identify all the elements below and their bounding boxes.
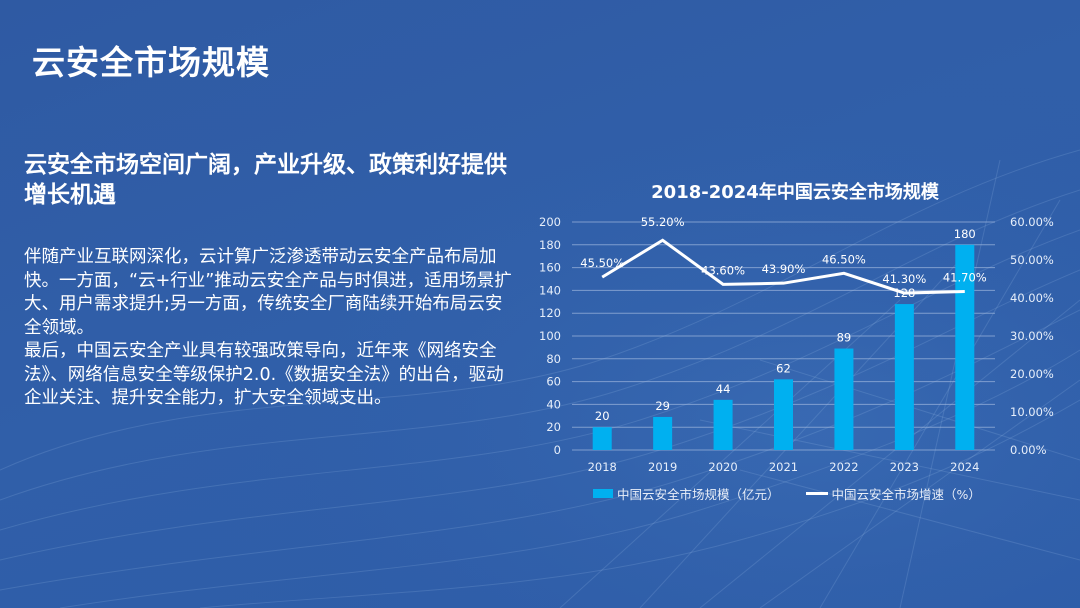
- legend-label-growth-rate: 中国云安全市场增速（%）: [831, 487, 981, 502]
- bar-market-size: [894, 304, 914, 450]
- bar-market-size: [834, 348, 854, 450]
- left-axis-tick: 40: [546, 397, 561, 411]
- left-axis-tick: 0: [554, 443, 561, 457]
- legend-label-market-size: 中国云安全市场规模（亿元）: [617, 487, 780, 502]
- paragraph-2: 最后，中国云安全产业具有较强政策导向，近年来《网络安全法》、网络信息安全等级保护…: [24, 341, 504, 408]
- bar-market-size: [774, 379, 793, 450]
- left-axis-tick: 80: [546, 352, 561, 366]
- left-axis-tick: 140: [539, 283, 561, 297]
- left-axis-tick: 100: [539, 329, 561, 343]
- right-axis-tick: 30.00%: [1010, 329, 1054, 343]
- chart-legend: 中国云安全市场规模（亿元） 中国云安全市场增速（%）: [593, 484, 981, 503]
- paragraph-1: 伴随产业互联网深化，云计算广泛渗透带动云安全产品布局加快。一方面，“云+行业”推…: [24, 247, 512, 338]
- legend-item-market-size: 中国云安全市场规模（亿元）: [593, 484, 780, 503]
- bar-market-size: [713, 399, 733, 450]
- line-value-label: 43.60%: [701, 263, 745, 277]
- headline: 云安全市场空间广阔，产业升级、政策利好提供增长机遇: [24, 152, 507, 208]
- right-axis-tick: 40.00%: [1010, 291, 1054, 305]
- bar-market-size: [592, 427, 612, 450]
- legend-item-growth-rate: 中国云安全市场增速（%）: [805, 484, 981, 503]
- line-value-label: 41.70%: [943, 271, 987, 285]
- bar-market-size: [653, 416, 673, 450]
- left-axis-tick: 60: [546, 375, 561, 389]
- line-value-label: 41.30%: [882, 272, 926, 286]
- line-value-label: 55.20%: [641, 215, 685, 229]
- left-axis-tick: 200: [539, 215, 561, 229]
- body-text: 伴随产业互联网深化，云计算广泛渗透带动云安全产品布局加快。一方面，“云+行业”推…: [24, 246, 514, 411]
- page-title: 云安全市场规模: [32, 43, 270, 82]
- line-growth-rate: [601, 238, 965, 295]
- x-axis-tick: 2018: [588, 460, 617, 474]
- bar-value-label: 44: [716, 382, 731, 396]
- x-axis-tick: 2023: [890, 460, 919, 474]
- bar-value-label: 89: [837, 331, 852, 345]
- x-axis-tick: 2024: [950, 460, 979, 474]
- bar-value-label: 62: [776, 361, 791, 375]
- right-axis-tick: 60.00%: [1010, 215, 1054, 229]
- line-value-label: 45.50%: [580, 256, 624, 270]
- line-value-label: 43.90%: [762, 262, 806, 276]
- left-axis-tick: 180: [539, 238, 561, 252]
- left-axis-tick: 160: [539, 261, 561, 275]
- bar-swatch-icon: [593, 489, 613, 498]
- right-axis-tick: 10.00%: [1010, 405, 1054, 419]
- bar-market-size: [955, 244, 975, 450]
- bar-value-label: 20: [595, 409, 610, 423]
- right-axis-tick: 0.00%: [1010, 443, 1047, 457]
- line-swatch-icon: [805, 492, 828, 495]
- right-axis-tick: 50.00%: [1010, 253, 1054, 267]
- x-axis-tick: 2019: [648, 460, 677, 474]
- bar-value-label: 180: [954, 227, 976, 241]
- right-axis-tick: 20.00%: [1010, 367, 1054, 381]
- bar-value-label: 29: [655, 399, 670, 413]
- left-axis-tick: 20: [546, 420, 561, 434]
- x-axis-tick: 2020: [708, 460, 737, 474]
- chart-title: 2018-2024年中国云安全市场规模: [651, 182, 939, 203]
- x-axis-tick: 2022: [829, 460, 858, 474]
- left-axis-tick: 120: [539, 306, 561, 320]
- line-value-label: 46.50%: [822, 252, 866, 266]
- x-axis-tick: 2021: [769, 460, 798, 474]
